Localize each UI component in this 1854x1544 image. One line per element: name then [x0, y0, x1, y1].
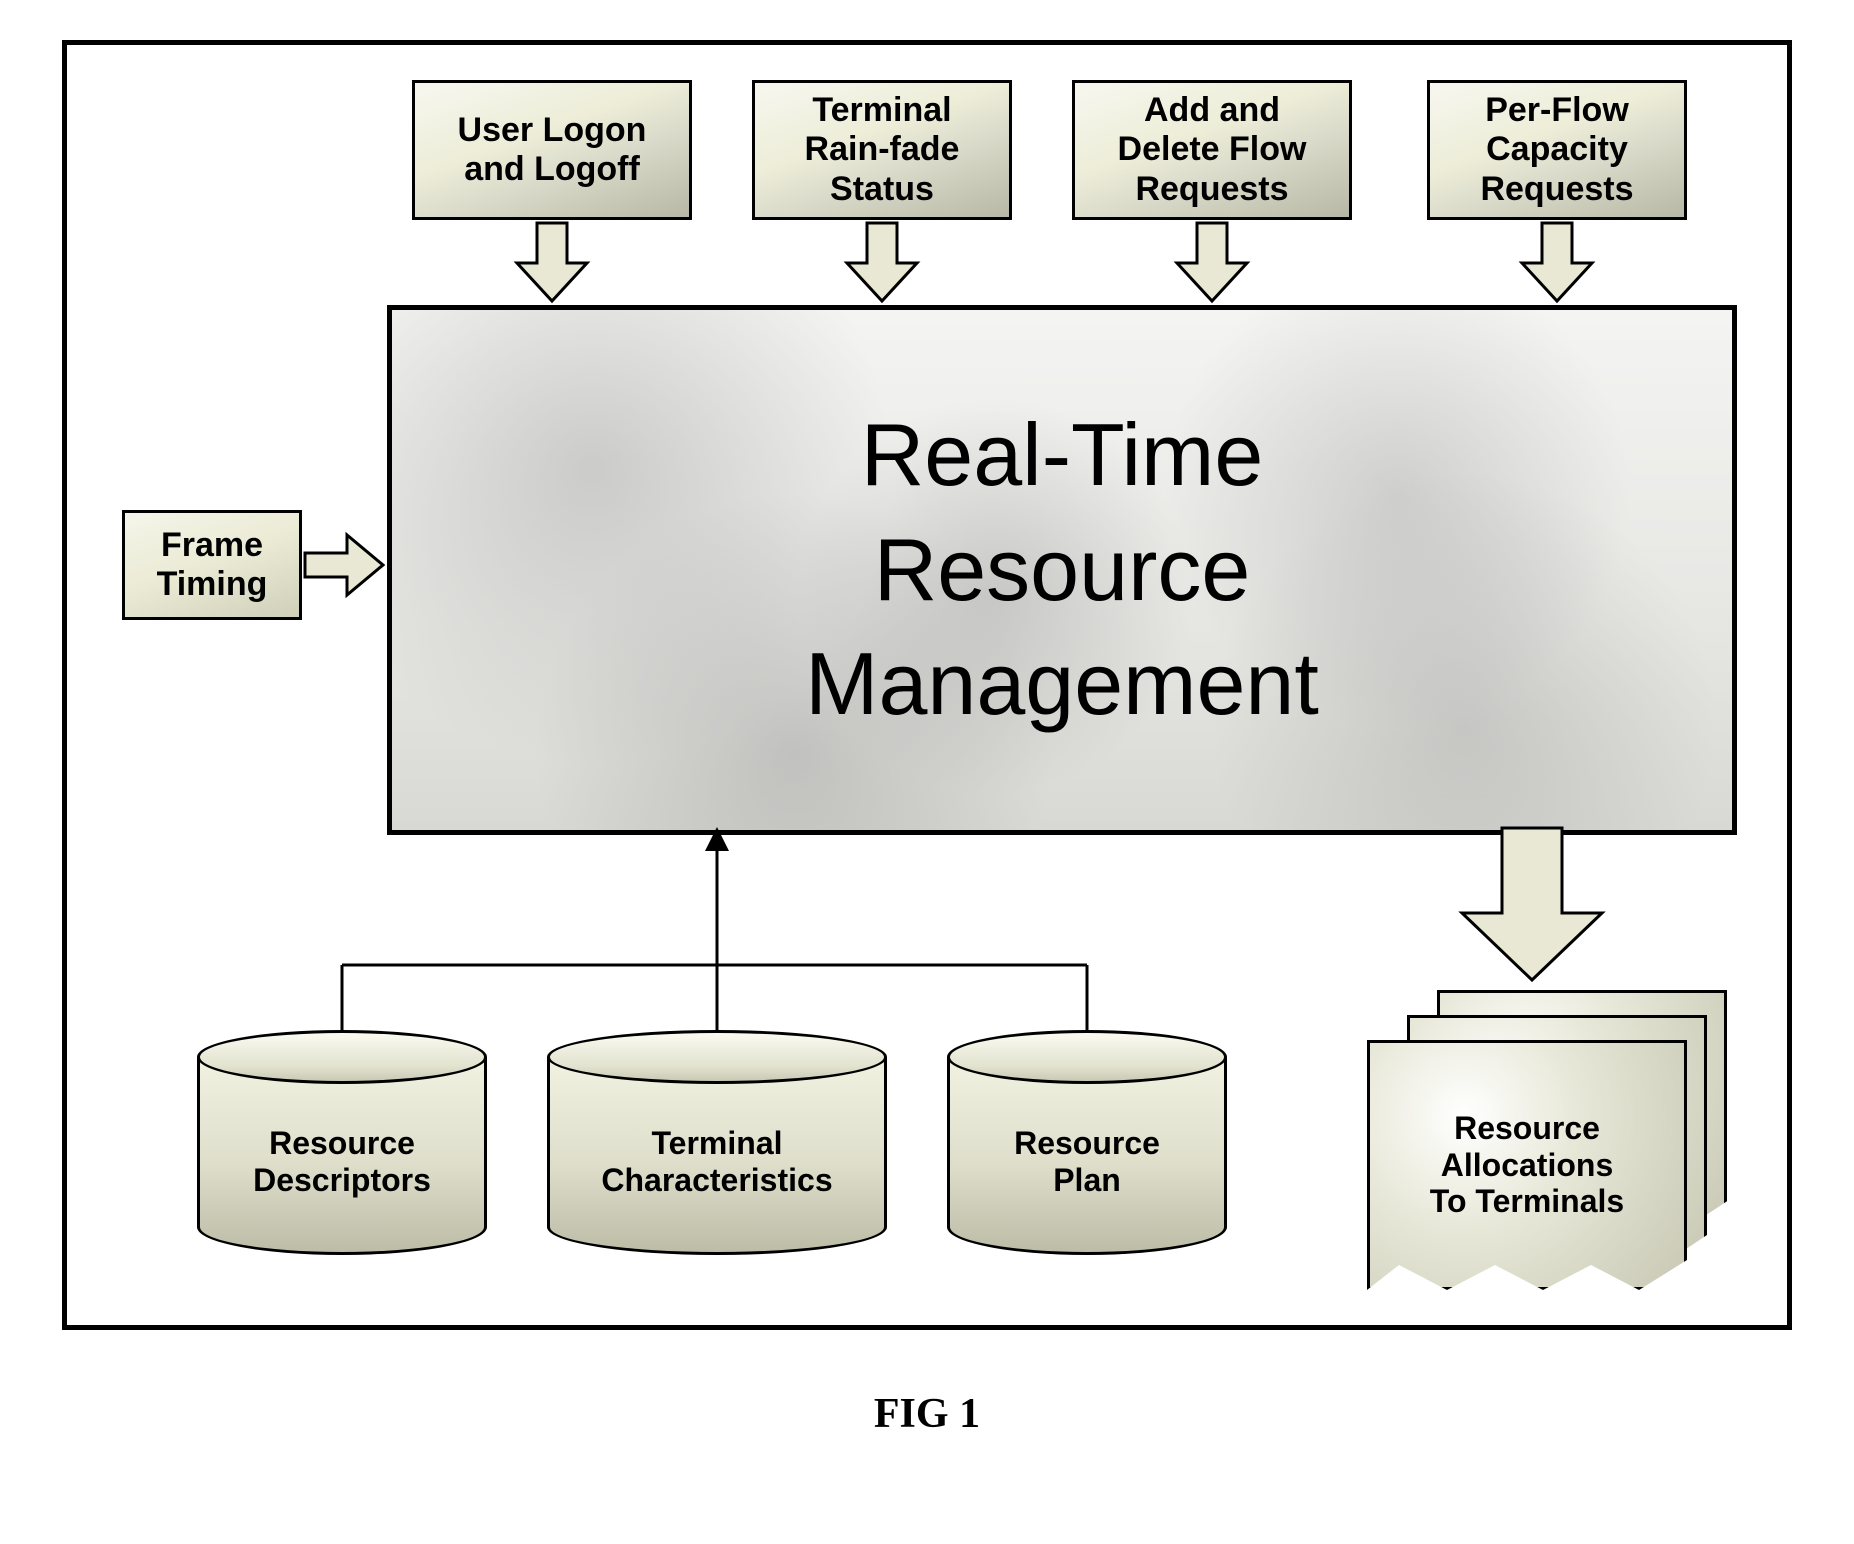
output-label: ResourceAllocationsTo Terminals	[1430, 1110, 1624, 1220]
cylinder-label: ResourceDescriptors	[197, 1125, 487, 1199]
cylinder-resource-descriptors: ResourceDescriptors	[197, 1030, 487, 1255]
cylinder-label: TerminalCharacteristics	[547, 1125, 887, 1199]
output-allocations: ResourceAllocationsTo Terminals	[1367, 990, 1737, 1290]
arrow-down-large-icon	[1462, 828, 1602, 983]
diagram-frame: User Logonand Logoff TerminalRain-fadeSt…	[62, 40, 1792, 1330]
cylinder-label: ResourcePlan	[947, 1125, 1227, 1199]
cylinder-resource-plan: ResourcePlan	[947, 1030, 1227, 1255]
figure-caption: FIG 1	[40, 1390, 1814, 1438]
cylinder-terminal-characteristics: TerminalCharacteristics	[547, 1030, 887, 1255]
